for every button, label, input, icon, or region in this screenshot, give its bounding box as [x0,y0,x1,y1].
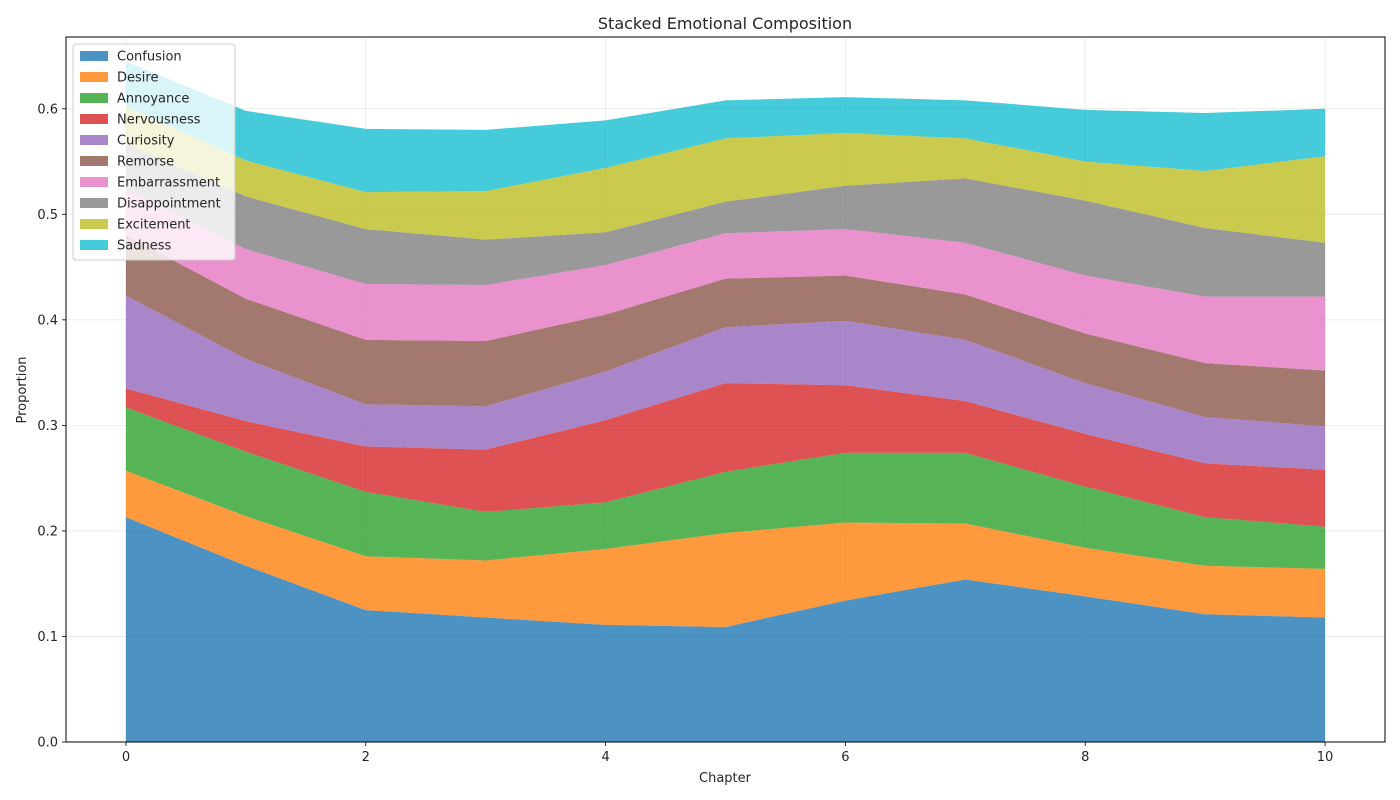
legend-label: Confusion [117,50,182,65]
y-tick-label: 0.6 [37,102,58,117]
y-tick-label: 0.1 [37,630,58,645]
legend-swatch [80,135,108,145]
x-tick-label: 10 [1317,750,1334,765]
area-disappointment [125,143,1326,297]
area-nervousness [125,383,1326,527]
legend-box [72,43,236,261]
legend-label: Disappointment [117,197,221,212]
x-tick-label: 4 [601,750,609,765]
y-tick-label: 0.4 [37,313,58,328]
y-tick-label: 0.3 [37,419,58,434]
legend-swatch [80,114,108,124]
area-curiosity [125,295,1326,470]
x-axis: 0 2 4 6 8 10 [122,742,1334,765]
area-desire [125,470,1326,627]
legend-label: Desire [117,71,158,86]
legend-swatch [80,51,108,61]
area-sadness [125,61,1326,193]
legend-label: Curiosity [117,134,175,149]
area-confusion [125,517,1326,742]
legend-swatch [80,240,108,250]
legend-label: Remorse [117,155,174,170]
x-tick-label: 6 [841,750,849,765]
legend-label: Sadness [117,239,171,254]
legend: Confusion Desire Annoyance Nervousness Curio… [72,43,236,261]
x-tick-label: 0 [122,750,130,765]
legend-swatch [80,177,108,187]
plot-frame [65,36,1386,743]
legend-swatch [80,93,108,103]
x-axis-label: Chapter [699,771,752,786]
legend-label: Excitement [117,218,191,233]
legend-swatch [80,156,108,166]
y-tick-label: 0.0 [37,736,58,751]
legend-swatch [80,72,108,82]
y-axis: 0.0 0.1 0.2 0.3 0.4 0.5 0.6 [37,102,66,751]
area-excitement [125,106,1326,243]
y-tick-label: 0.5 [37,208,58,223]
legend-swatch [80,198,108,208]
chart-title: Stacked Emotional Composition [598,14,852,33]
areas [125,61,1326,742]
legend-label: Embarrassment [117,176,220,191]
area-annoyance [125,407,1326,569]
area-embarrassment [125,188,1326,371]
y-tick-label: 0.2 [37,524,58,539]
legend-label: Nervousness [117,113,201,128]
y-axis-label: Proportion [15,356,30,423]
x-tick-label: 2 [362,750,370,765]
x-tick-label: 8 [1081,750,1089,765]
area-remorse [125,235,1326,427]
legend-swatch [80,219,108,229]
legend-label: Annoyance [117,92,189,107]
